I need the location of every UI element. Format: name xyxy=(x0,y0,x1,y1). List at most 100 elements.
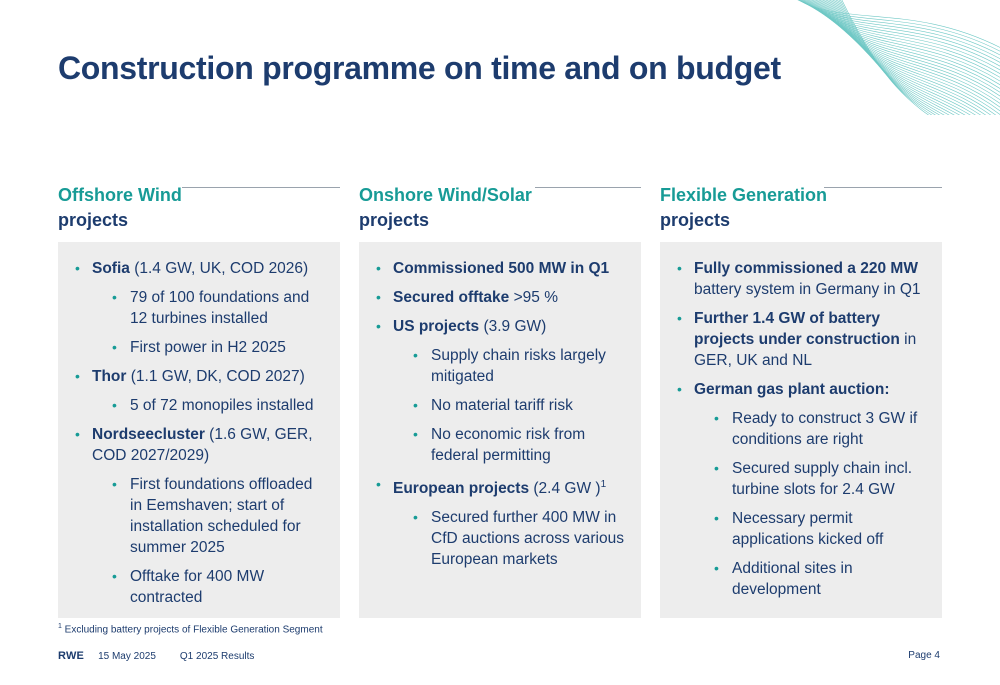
column-offshore-wind: Offshore Wind projects Sofia (1.4 GW, UK… xyxy=(58,183,340,618)
page-number: Page 4 xyxy=(908,650,940,661)
sub-bullet-item: Secured further 400 MW in CfD auctions a… xyxy=(373,507,627,570)
wave-line xyxy=(827,0,976,115)
sub-bullet-item: Additional sites in development xyxy=(674,558,928,600)
wave-line xyxy=(821,0,996,115)
bullet-text: (2.4 GW ) xyxy=(529,480,601,498)
footer-report-name: Q1 2025 Results xyxy=(179,650,255,662)
footnote-text: Excluding battery projects of Flexible G… xyxy=(61,624,323,636)
bullet-bold-text: Fully commissioned a 220 MW xyxy=(694,260,918,277)
bullet-bold-text: Thor xyxy=(92,368,127,385)
bullet-item: Further 1.4 GW of battery projects under… xyxy=(674,308,928,371)
bullet-text: (1.4 GW, UK, COD 2026) xyxy=(129,260,309,277)
column-header: Onshore Wind/Solar projects xyxy=(359,183,641,238)
bullet-text: 5 of 72 monopiles installed xyxy=(130,397,314,414)
bullet-text: battery system in Germany in Q1 xyxy=(694,281,921,298)
bullet-list: Fully commissioned a 220 MW battery syst… xyxy=(674,258,928,600)
sub-bullet-item: Necessary permit applications kicked off xyxy=(674,508,928,550)
bullet-bold-text: Further 1.4 GW of battery projects under… xyxy=(694,310,900,348)
bullet-item: Nordseecluster (1.6 GW, GER, COD 2027/20… xyxy=(72,424,326,466)
bullet-bold-text: US projects xyxy=(393,318,480,335)
footnote-marker: 1 xyxy=(58,623,62,630)
bullet-list: Commissioned 500 MW in Q1 Secured offtake… xyxy=(373,258,627,570)
wave-line xyxy=(809,0,1000,86)
wave-line xyxy=(838,0,936,115)
wave-line xyxy=(818,0,1000,112)
column-panel: Commissioned 500 MW in Q1 Secured offtake… xyxy=(359,242,641,618)
wave-line xyxy=(832,0,955,115)
bullet-list: Sofia (1.4 GW, UK, COD 2026) 79 of 100 fo… xyxy=(72,258,326,608)
bullet-bold-text: Secured offtake xyxy=(393,289,510,306)
header-rule xyxy=(535,187,641,188)
bullet-text: First power in H2 2025 xyxy=(130,339,286,356)
column-onshore-wind-solar: Onshore Wind/Solar projects Commissioned… xyxy=(359,183,641,618)
footer: RWE 15 May 2025 Q1 2025 Results xyxy=(58,650,254,662)
wave-line xyxy=(822,0,992,115)
sub-bullet-item: Offtake for 400 MW contracted xyxy=(72,566,326,608)
bullet-bold-text: Sofia xyxy=(92,260,130,277)
bullet-text: No material tariff risk xyxy=(431,397,573,414)
wave-line xyxy=(820,0,1000,115)
bullet-bold-text: German gas plant auction: xyxy=(694,381,890,398)
column-title: Flexible Generation xyxy=(660,185,828,205)
bullet-text: >95 % xyxy=(509,289,558,306)
column-flexible-generation: Flexible Generation projects Fully commi… xyxy=(660,183,942,618)
bullet-text: in GER, UK and NL xyxy=(694,331,917,369)
bullet-text: Secured further 400 MW in CfD auctions a… xyxy=(431,509,624,569)
sub-bullet-item: Supply chain risks largely mitigated xyxy=(373,345,627,387)
column-panel: Fully commissioned a 220 MW battery syst… xyxy=(660,242,942,618)
bullet-item: German gas plant auction: xyxy=(674,379,928,400)
bullet-item: Sofia (1.4 GW, UK, COD 2026) xyxy=(72,258,326,279)
wave-line xyxy=(814,0,1000,101)
header-rule xyxy=(182,187,340,188)
bullet-text: Supply chain risks largely mitigated xyxy=(431,347,606,385)
bullet-text: (1.1 GW, DK, COD 2027) xyxy=(126,368,305,385)
footnote-reference: 1 xyxy=(600,479,607,490)
sub-bullet-item: Ready to construct 3 GW if conditions ar… xyxy=(674,408,928,450)
wave-line xyxy=(825,0,982,115)
bullet-item: Secured offtake >95 % xyxy=(373,287,627,308)
bullet-text: Offtake for 400 MW contracted xyxy=(130,568,265,606)
bullet-text: No economic risk from federal permitting xyxy=(431,426,586,464)
wave-line xyxy=(837,0,941,115)
wave-line xyxy=(841,0,930,115)
bullet-text: Necessary permit applications kicked off xyxy=(732,510,884,548)
wave-line xyxy=(806,0,1000,78)
wave-line xyxy=(801,0,1000,63)
bullet-bold-text: Nordseecluster xyxy=(92,426,205,443)
column-subtitle: projects xyxy=(660,210,731,230)
sub-bullet-item: 5 of 72 monopiles installed xyxy=(72,395,326,416)
wave-line xyxy=(811,0,1000,93)
wave-line xyxy=(824,0,986,115)
column-panel: Sofia (1.4 GW, UK, COD 2026) 79 of 100 fo… xyxy=(58,242,340,618)
wave-line xyxy=(831,0,961,115)
sub-bullet-item: 79 of 100 foundations and 12 turbines in… xyxy=(72,287,326,329)
bullet-item: Thor (1.1 GW, DK, COD 2027) xyxy=(72,366,326,387)
wave-line xyxy=(815,0,1000,104)
footer-date: 15 May 2025 xyxy=(98,650,156,662)
column-subtitle: projects xyxy=(359,210,430,230)
sub-bullet-item: First foundations offloaded in Eemshaven… xyxy=(72,474,326,558)
footnote: 1 Excluding battery projects of Flexible… xyxy=(58,623,323,635)
decorative-wave-lines xyxy=(797,0,1000,115)
bullet-text: (3.9 GW) xyxy=(479,318,547,335)
column-header: Offshore Wind projects xyxy=(58,183,340,238)
bullet-item: European projects (2.4 GW )1 xyxy=(373,474,627,499)
bullet-bold-text: Commissioned 500 MW in Q1 xyxy=(393,260,610,277)
column-title: Offshore Wind xyxy=(58,185,182,205)
bullet-bold-text: European projects xyxy=(393,480,530,498)
bullet-text: (1.6 GW, GER, COD 2027/2029) xyxy=(92,426,313,464)
bullet-item: Fully commissioned a 220 MW battery syst… xyxy=(674,258,928,300)
sub-bullet-item: No material tariff risk xyxy=(373,395,627,416)
wave-line xyxy=(835,0,945,115)
column-title: Onshore Wind/Solar xyxy=(359,185,532,205)
header-rule xyxy=(824,187,942,188)
bullet-text: Secured supply chain incl. turbine slots… xyxy=(732,460,913,498)
wave-line xyxy=(834,0,950,115)
column-subtitle: projects xyxy=(58,210,129,230)
wave-line xyxy=(840,0,933,115)
sub-bullet-item: No economic risk from federal permitting xyxy=(373,424,627,466)
bullet-text: Ready to construct 3 GW if conditions ar… xyxy=(732,410,918,448)
sub-bullet-item: Secured supply chain incl. turbine slots… xyxy=(674,458,928,500)
bullet-text: 79 of 100 foundations and 12 turbines in… xyxy=(130,289,310,327)
wave-line xyxy=(828,0,971,115)
